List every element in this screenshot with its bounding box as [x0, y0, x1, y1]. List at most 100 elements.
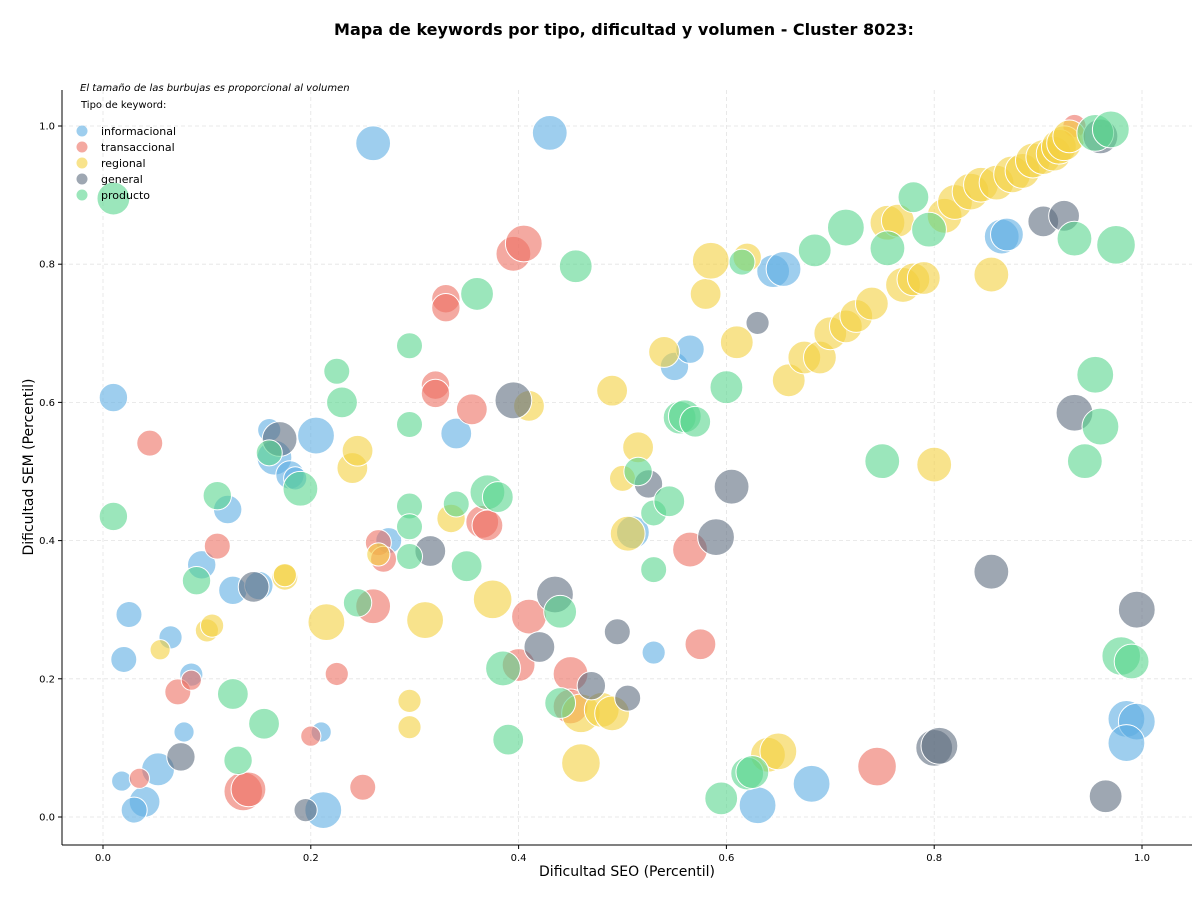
bubble-informacional	[738, 786, 777, 825]
bubble-producto	[342, 588, 373, 618]
bubble-producto	[223, 745, 253, 776]
bubble-regional	[689, 278, 722, 310]
bubble-regional	[272, 563, 297, 588]
bubble-regional	[916, 446, 953, 483]
bubble-regional	[906, 261, 941, 295]
bubble-regional	[406, 601, 444, 639]
bubble-producto	[679, 405, 712, 438]
legend-label-producto: producto	[101, 189, 150, 202]
bubble-transaccional	[455, 393, 488, 426]
bubble-producto	[623, 456, 653, 487]
legend-label-general: general	[101, 173, 143, 186]
y-tick-label: 0.4	[39, 536, 55, 547]
bubble-general	[745, 310, 770, 336]
bubble-producto	[460, 277, 494, 311]
y-tick-label: 0.0	[39, 813, 55, 824]
y-tick-label: 0.8	[39, 260, 55, 271]
bubble-producto	[1081, 407, 1120, 446]
bubble-transaccional	[684, 628, 717, 661]
bubble-producto	[1056, 220, 1093, 257]
ticks: 0.0 0.2 0.4 0.6 0.8 1.0 0.0 0.2 0.4 0.6 0.8 1.0	[39, 122, 1150, 865]
bubble-producto	[248, 707, 280, 740]
bubble-transaccional	[349, 773, 377, 801]
legend: informacional transaccional regional genera…	[76, 125, 176, 202]
bubble-producto	[1076, 355, 1115, 394]
y-tick-label: 0.6	[39, 398, 55, 409]
bubble-producto	[492, 723, 525, 756]
x-axis-label: Dificultad SEO (Percentil)	[539, 864, 715, 880]
bubble-general	[697, 518, 735, 557]
bubble-producto	[255, 439, 283, 467]
x-tick-label: 0.8	[926, 853, 942, 864]
bubble-general	[1117, 590, 1156, 629]
bubble-producto	[735, 755, 770, 789]
bubble-producto	[728, 248, 756, 276]
bubble-producto	[543, 594, 578, 629]
bubble-regional	[561, 743, 601, 783]
bubble-regional	[648, 336, 680, 368]
bubble-transaccional	[324, 661, 349, 687]
bubble-general	[1088, 779, 1123, 814]
x-tick-label: 1.0	[1134, 853, 1150, 864]
bubble-producto	[544, 687, 577, 719]
bubble-producto	[481, 481, 514, 513]
y-tick-label: 0.2	[39, 674, 55, 685]
bubble-informacional	[120, 796, 148, 824]
bubble-transaccional	[203, 532, 231, 560]
legend-marker-regional	[76, 157, 88, 169]
bubble-transaccional	[136, 429, 164, 457]
bubble-general	[237, 570, 270, 603]
bubble-producto	[704, 781, 739, 816]
bubble-producto	[96, 181, 131, 216]
bubble-producto	[826, 208, 865, 247]
bubble-regional	[472, 579, 513, 620]
bubble-informacional	[173, 721, 195, 743]
bubble-informacional	[641, 640, 666, 665]
bubble-transaccional	[300, 725, 322, 747]
bubble-transaccional	[180, 669, 202, 691]
x-tick-label: 0.2	[303, 853, 319, 864]
legend-marker-general	[76, 173, 88, 185]
bubble-regional	[307, 603, 346, 642]
bubble-regional	[609, 515, 646, 552]
bubble-producto	[797, 233, 832, 268]
x-tick-label: 0.6	[718, 853, 734, 864]
bubble-informacional	[675, 334, 705, 364]
legend-marker-transaccional	[76, 141, 88, 153]
y-tick-label: 1.0	[39, 122, 55, 133]
bubble-producto	[216, 678, 249, 710]
bubble-producto	[396, 411, 424, 439]
bubble-transaccional	[128, 767, 150, 789]
bubble-producto	[558, 249, 593, 284]
bubble-producto	[1091, 110, 1130, 149]
bubble-producto	[485, 650, 521, 687]
bubble-informacional	[110, 645, 138, 673]
bubble-transaccional	[471, 509, 504, 542]
bubble-general	[603, 618, 631, 646]
bubble-informacional	[297, 416, 335, 455]
bubble-producto	[396, 332, 424, 360]
bubble-informacional	[111, 770, 133, 792]
bubble-informacional	[990, 217, 1024, 252]
bubble-regional	[691, 241, 730, 280]
legend-title: Tipo de keyword:	[80, 100, 166, 111]
bubble-producto	[396, 542, 424, 570]
bubble-informacional	[792, 764, 831, 803]
bubble-producto	[396, 513, 424, 541]
bubble-producto	[326, 386, 358, 419]
x-tick-label: 0.0	[95, 853, 111, 864]
bubble-size-note: El tamaño de las burbujas es proporciona…	[80, 83, 350, 94]
bubble-regional	[341, 434, 374, 467]
bubble-producto	[911, 211, 947, 248]
y-axis-label: Dificultad SEM (Percentil)	[21, 379, 37, 556]
bubble-regional	[973, 256, 1010, 293]
bubble-regional	[366, 542, 391, 567]
bubble-producto	[442, 490, 470, 518]
legend-label-informacional: informacional	[101, 125, 176, 138]
legend-marker-producto	[76, 189, 88, 201]
bubble-regional	[199, 613, 225, 638]
legend-marker-informacional	[76, 125, 88, 137]
bubble-transaccional	[504, 224, 543, 263]
bubble-informacional	[1107, 724, 1146, 762]
